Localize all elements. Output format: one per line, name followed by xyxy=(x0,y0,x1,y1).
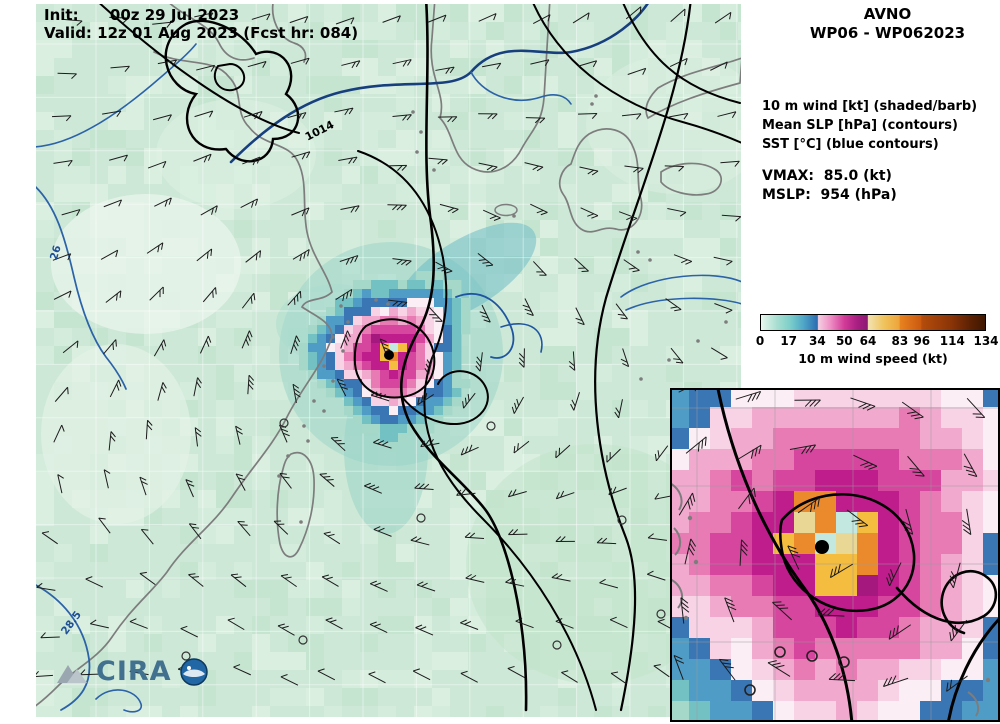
noaa-seal-icon xyxy=(179,657,209,687)
colorbar-tick: 64 xyxy=(860,334,877,348)
legend-wind-line: 10 m wind [kt] (shaded/barb) xyxy=(762,97,977,116)
colorbar-tick: 83 xyxy=(892,334,909,348)
colorbar-tick: 34 xyxy=(809,334,826,348)
colorbar-tick: 134 xyxy=(973,334,998,348)
valid-time-label: Valid: 12z 01 Aug 2023 (Fcst hr: 084) xyxy=(44,24,358,42)
cira-logo-text: CIRA xyxy=(96,656,172,687)
colorbar-tick: 17 xyxy=(780,334,797,348)
mslp-value: MSLP: 954 (hPa) xyxy=(762,187,897,203)
storm-zoom-inset xyxy=(670,388,1000,722)
storm-center-marker xyxy=(384,350,394,360)
legend-sst-line: SST [°C] (blue contours) xyxy=(762,135,977,154)
legend-slp-line: Mean SLP [hPa] (contours) xyxy=(762,116,977,135)
main-map xyxy=(36,4,741,717)
colorbar-tick: 50 xyxy=(836,334,853,348)
colorbar-ticks: 0 17 34 50 64 83 96 114 134 xyxy=(760,331,986,348)
colorbar-tick: 96 xyxy=(913,334,930,348)
colorbar-tick: 0 xyxy=(756,334,764,348)
colorbar-tick: 114 xyxy=(940,334,965,348)
vmax-value: VMAX: 85.0 (kt) xyxy=(762,168,892,184)
colorbar-label: 10 m wind speed (kt) xyxy=(760,351,986,366)
model-header: AVNO WP06 - WP062023 xyxy=(741,5,1000,43)
colorbar-gradient xyxy=(760,314,986,331)
legend-block: 10 m wind [kt] (shaded/barb) Mean SLP [h… xyxy=(762,97,977,154)
storm-id: WP06 - WP062023 xyxy=(775,24,1000,43)
mountain-icon xyxy=(55,659,89,685)
wind-speed-colorbar: 0 17 34 50 64 83 96 114 134 10 m wind sp… xyxy=(760,314,986,366)
storm-zoom-map xyxy=(672,390,998,720)
cira-logo: CIRA xyxy=(55,656,209,687)
inset-storm-center-marker xyxy=(815,540,829,554)
inset-wind-field xyxy=(672,390,998,720)
model-name: AVNO xyxy=(775,5,1000,24)
init-time-label: Init: 00z 29 Jul 2023 xyxy=(44,6,239,24)
